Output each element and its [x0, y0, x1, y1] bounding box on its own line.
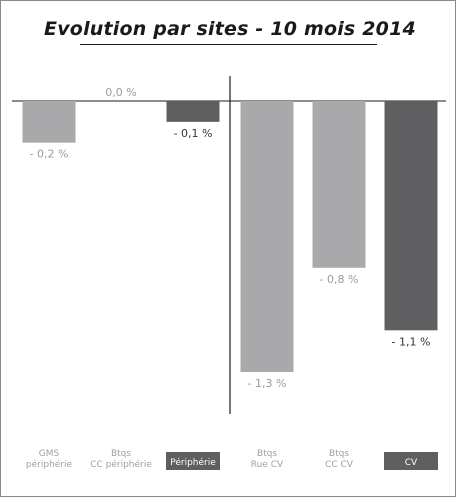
category-label-4-1: CC CV — [325, 460, 354, 470]
category-label-1-0: Btqs — [111, 449, 131, 459]
category-label-2: Périphérie — [170, 457, 216, 468]
category-box-2 — [166, 452, 220, 470]
bar-0 — [22, 101, 76, 143]
bar-5 — [384, 101, 438, 331]
category-box-5 — [384, 452, 438, 470]
bar-2 — [166, 101, 220, 122]
bar-3 — [240, 101, 294, 372]
value-label-0: - 0,2 % — [30, 148, 69, 161]
value-label-1: 0,0 % — [105, 86, 136, 99]
category-label-1-1: CC périphérie — [90, 459, 152, 470]
title-underline — [80, 44, 377, 45]
category-label-3-1: Rue CV — [251, 460, 284, 470]
category-label-0-0: GMS — [39, 449, 60, 459]
category-label-5: CV — [405, 458, 418, 468]
category-label-0-1: périphérie — [26, 459, 73, 470]
category-label-4-0: Btqs — [329, 449, 349, 459]
value-label-4: - 0,8 % — [320, 273, 359, 286]
value-label-3: - 1,3 % — [248, 377, 287, 390]
chart-title: Evolution par sites - 10 mois 2014 — [44, 18, 416, 40]
category-label-3-0: Btqs — [257, 449, 277, 459]
bar-4 — [312, 101, 366, 268]
value-label-2: - 0,1 % — [174, 127, 213, 140]
value-label-5: - 1,1 % — [392, 335, 431, 348]
